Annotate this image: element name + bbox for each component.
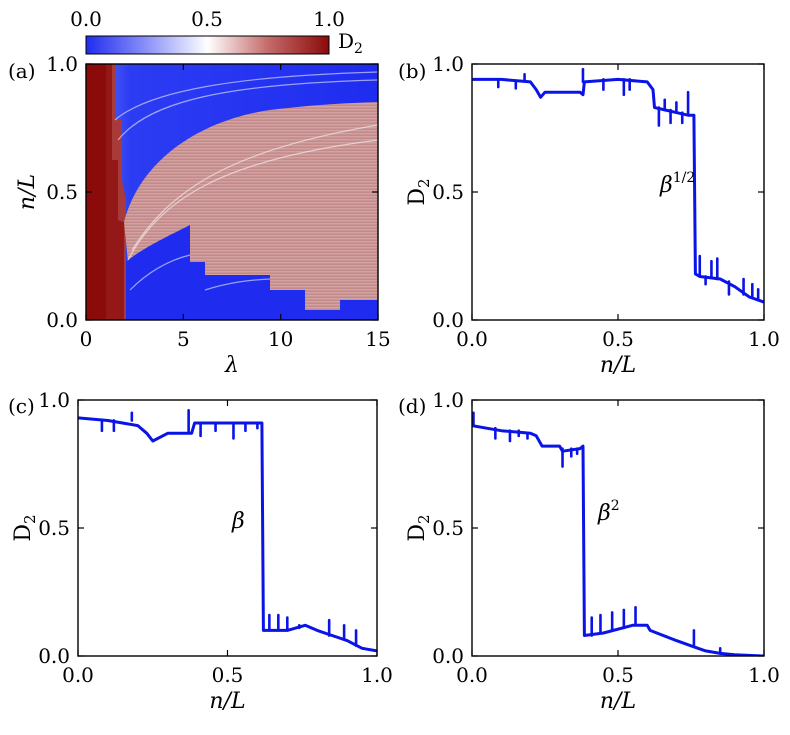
panel-c: 0.0 0.5 1.0 0.0 0.5 1.0 n/L D2 β	[11, 388, 393, 714]
annotation-exponent: 1/2	[673, 170, 696, 186]
x-tick-label: 15	[365, 327, 390, 351]
y-axis-label-text: n/L	[15, 174, 40, 210]
y-tick-label: 0.0	[432, 644, 464, 668]
y-axis-label: n/L	[15, 174, 40, 210]
y-axis-label-sub: 2	[21, 514, 39, 524]
x-tick-label: 0.5	[212, 663, 244, 687]
panel-b: 0.0 0.5 1.0 0.0 0.5 1.0 n/L D2 β1/2	[405, 52, 780, 378]
annotation: β	[231, 509, 245, 534]
annotation-base: β	[659, 173, 673, 198]
panel-frame	[77, 399, 378, 657]
x-tick-label: 1.0	[748, 663, 780, 687]
x-tick-label: 0.5	[602, 327, 634, 351]
panel-frame	[471, 63, 765, 321]
heatmap-white-streaks	[114, 71, 378, 291]
x-tick-label: 0.0	[456, 663, 488, 687]
y-tick-label: 1.0	[38, 388, 70, 412]
x-tick-label: 10	[268, 327, 293, 351]
heatmap-region-mixed-edge	[112, 64, 126, 320]
y-axis-label: D2	[405, 178, 433, 205]
y-tick-label: 0.0	[46, 308, 78, 332]
colorbar: 0.0 0.5 1.0 D2	[70, 7, 363, 57]
colorbar-tick-label: 0.0	[70, 7, 102, 31]
annotation-base: β	[597, 501, 611, 526]
colorbar-tick-label: 0.5	[191, 7, 223, 31]
panel-label-d: (d)	[398, 394, 426, 418]
colorbar-gradient	[85, 35, 330, 55]
panel-label-b: (b)	[398, 59, 426, 83]
y-tick-label: 0.5	[432, 516, 464, 540]
y-axis-label-text: D	[11, 524, 36, 542]
x-tick-label: 0.0	[456, 327, 488, 351]
heatmap-region-mixed	[106, 64, 124, 320]
x-axis-label: n/L	[600, 353, 636, 378]
data-line	[472, 77, 764, 304]
annotation: β2	[597, 498, 620, 526]
y-tick-label: 0.5	[432, 180, 464, 204]
x-tick-label: 0	[80, 327, 93, 351]
y-tick-label: 0.0	[432, 308, 464, 332]
panel-frame	[471, 399, 765, 657]
annotation-base: β	[231, 509, 245, 534]
colorbar-label: D2	[338, 29, 363, 57]
x-tick-label: 0.5	[602, 663, 634, 687]
x-tick-label: 1.0	[748, 327, 780, 351]
x-tick-label: 1.0	[361, 663, 393, 687]
y-tick-label: 1.0	[46, 52, 78, 76]
x-axis-label: n/L	[600, 689, 636, 714]
plot-area	[472, 67, 764, 304]
y-tick-label: 0.5	[46, 180, 78, 204]
y-axis-label: D2	[11, 514, 39, 541]
x-axis-label: n/L	[209, 689, 245, 714]
y-tick-label: 1.0	[432, 52, 464, 76]
data-line	[78, 416, 377, 653]
y-axis-label-sub: 2	[415, 514, 433, 524]
y-tick-label: 1.0	[432, 388, 464, 412]
y-tick-label: 0.0	[38, 644, 70, 668]
panel-label-c: (c)	[8, 394, 35, 418]
panel-a: 0 5 10 15 0.0 0.5 1.0 λ n/L	[15, 52, 391, 378]
annotation-exponent: 2	[611, 498, 620, 514]
y-axis-label-text: D	[405, 524, 430, 542]
panel-label-a: (a)	[8, 59, 36, 83]
x-tick-label: 5	[177, 327, 190, 351]
y-axis-label: D2	[405, 514, 433, 541]
heatmap-region-multifractal	[124, 102, 378, 310]
y-axis-label-text: D	[405, 188, 430, 206]
data-line	[472, 424, 764, 656]
heatmap-region-extended	[86, 64, 106, 320]
colorbar-tick-label: 1.0	[313, 7, 345, 31]
y-axis-label-sub: 2	[415, 178, 433, 188]
x-axis-label: λ	[224, 353, 239, 378]
x-tick-label: 0.0	[62, 663, 94, 687]
plot-area	[472, 411, 764, 656]
plot-area	[78, 408, 377, 653]
panel-d: 0.0 0.5 1.00.00.51.0n/LD2 β2	[405, 388, 780, 714]
y-tick-label: 0.5	[38, 516, 70, 540]
annotation: β1/2	[659, 170, 695, 198]
heatmap-region-localized-lower	[126, 225, 378, 320]
